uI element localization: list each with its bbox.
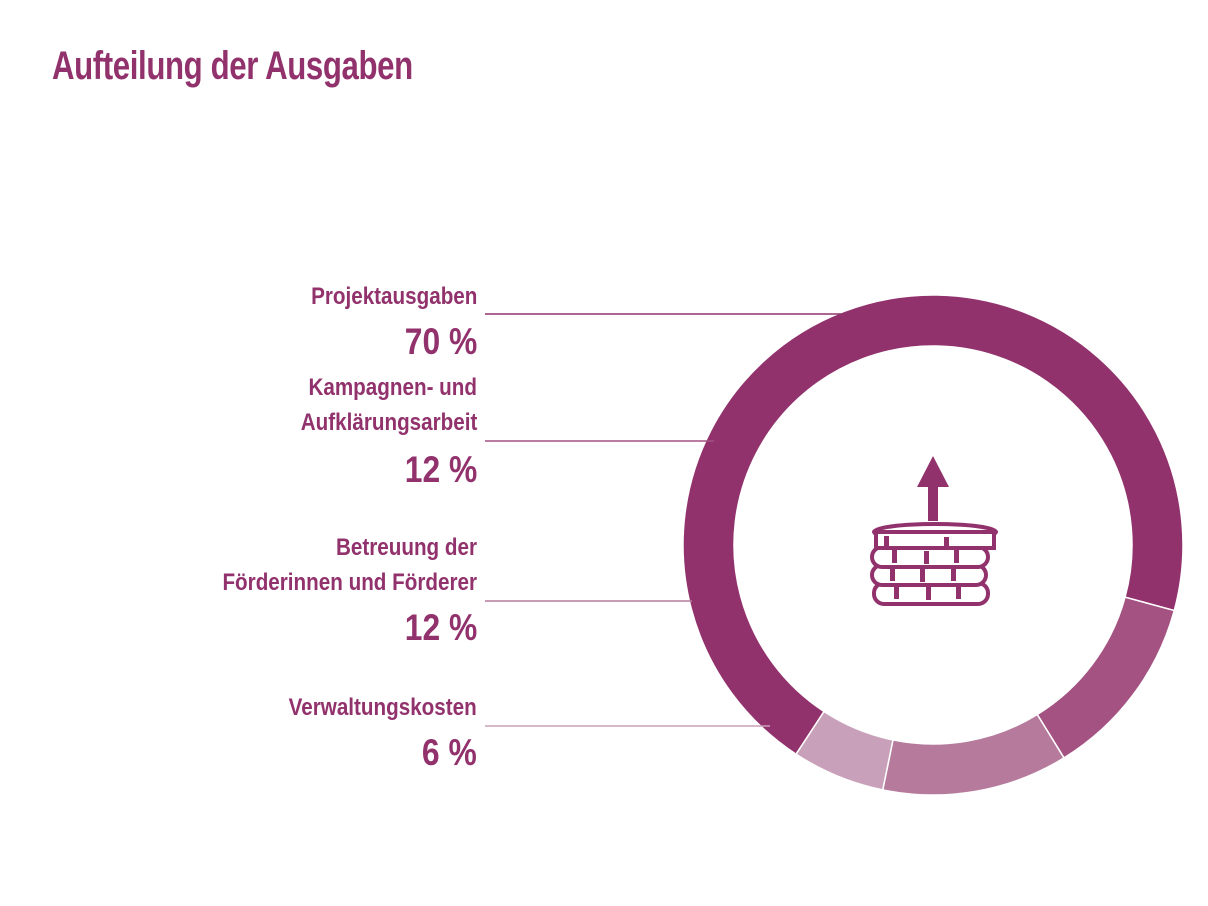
donut-slice-4 — [795, 710, 894, 791]
slice-value-label-3: 12 % — [404, 607, 477, 648]
slice-label-2-line-1: Kampagnen- und — [308, 374, 477, 401]
donut-slice-2 — [1036, 596, 1176, 759]
slice-value-label-2: 12 % — [404, 449, 477, 490]
leader-lines — [485, 313, 842, 727]
donut-slice-3 — [881, 713, 1066, 796]
slice-label-2-line-2: Aufklärungsarbeit — [300, 409, 477, 436]
slice-label-1-line-1: Projektausgaben — [310, 283, 477, 310]
coins-arrow-up-icon — [870, 456, 998, 606]
slice-value-label-1: 70 % — [404, 321, 477, 362]
page-title: Aufteilung der Ausgaben — [52, 44, 413, 88]
slice-label-3-line-2: Förderinnen und Förderer — [222, 569, 477, 596]
slice-label-3-line-1: Betreuung der — [335, 534, 477, 561]
donut-slices — [682, 294, 1184, 796]
slice-label-4-line-1: Verwaltungskosten — [288, 694, 477, 721]
donut-slice-1 — [682, 294, 1184, 756]
slice-value-label-4: 6 % — [422, 732, 477, 773]
